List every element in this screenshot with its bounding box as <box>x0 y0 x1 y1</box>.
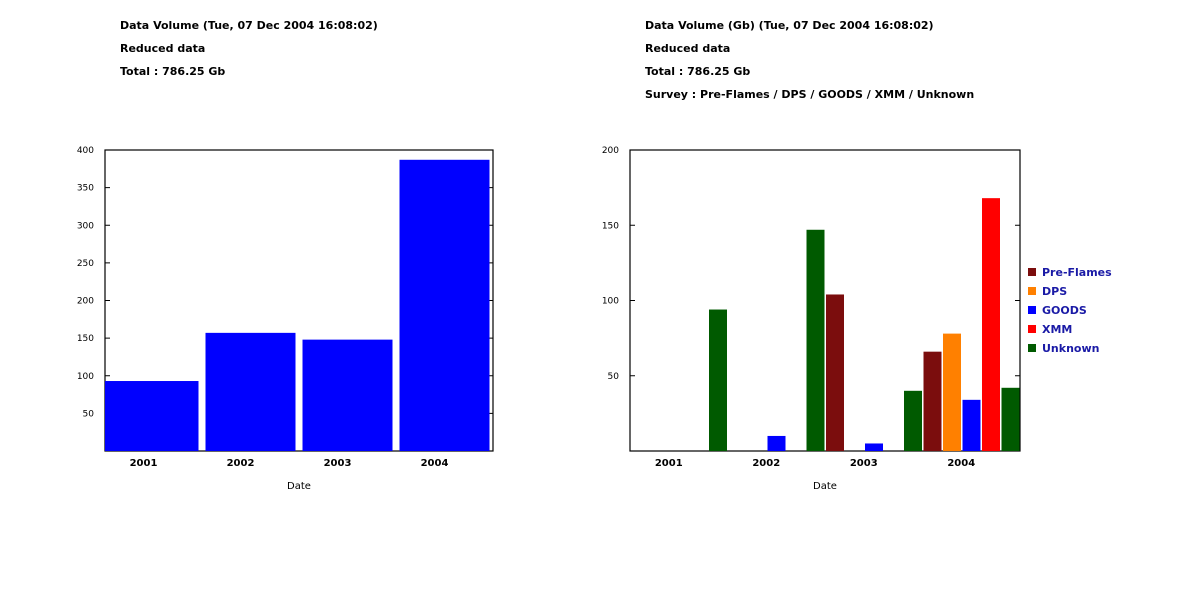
left-ytick-label: 200 <box>77 297 94 307</box>
right-x-axis-label: Date <box>813 481 837 492</box>
left-category-label: 2002 <box>227 458 255 469</box>
left-ytick-label: 300 <box>77 221 94 231</box>
legend-label: Unknown <box>1042 342 1099 355</box>
right-bar-pre-flames <box>923 351 942 451</box>
right-plot-frame <box>629 149 1021 452</box>
left-plot-frame <box>104 149 494 452</box>
right-ytick-label: 150 <box>602 221 619 231</box>
legend-label: GOODS <box>1042 304 1087 317</box>
left-ytick-label: 350 <box>77 184 94 194</box>
right-category-label: 2002 <box>752 458 780 469</box>
left-bar <box>205 332 296 451</box>
left-ytick-label: 150 <box>77 334 94 344</box>
legend-swatch <box>1028 325 1036 333</box>
left-ytick-label: 250 <box>77 259 94 269</box>
right-ytick-label: 50 <box>608 372 620 382</box>
left-bar <box>105 381 199 451</box>
right-ytick-label: 100 <box>602 297 619 307</box>
legend-swatch <box>1028 344 1036 352</box>
left-bar <box>399 159 490 451</box>
right-grouped-bar-chart: 50 100 150 200 2001 2002 2003 2004 Date Pre-Flame… <box>602 146 1112 492</box>
right-chart-total: Total : 786.25 Gb <box>645 65 751 78</box>
right-bar-pre-flames <box>826 294 844 451</box>
right-chart-subtitle: Reduced data <box>645 42 731 55</box>
left-bar <box>302 339 393 451</box>
right-bar-goods <box>865 443 883 451</box>
left-chart-title: Data Volume (Tue, 07 Dec 2004 16:08:02) <box>120 19 378 32</box>
left-category-label: 2004 <box>421 458 449 469</box>
left-chart-subtitle: Reduced data <box>120 42 206 55</box>
left-bar-chart: 50 100 150 200 250 300 350 400 2001 2002 2003 2004 D… <box>77 146 494 492</box>
left-ytick-label: 400 <box>77 146 94 156</box>
right-bar-goods <box>767 435 786 451</box>
right-bar-unknown <box>904 390 922 451</box>
left-ytick-label: 100 <box>77 372 94 382</box>
left-category-label: 2001 <box>130 458 158 469</box>
left-x-axis-label: Date <box>287 481 311 492</box>
right-chart-header: Data Volume (Gb) (Tue, 07 Dec 2004 16:08… <box>645 19 974 111</box>
right-bar-dps <box>943 333 961 451</box>
legend-swatch <box>1028 268 1036 276</box>
left-chart-header: Data Volume (Tue, 07 Dec 2004 16:08:02) … <box>120 19 378 88</box>
right-bar-unknown <box>1001 387 1020 451</box>
legend-label: DPS <box>1042 285 1067 298</box>
right-category-label: 2001 <box>655 458 683 469</box>
right-bar-goods <box>962 399 981 451</box>
legend-label: Pre-Flames <box>1042 266 1112 279</box>
right-bar-xmm <box>982 198 1000 451</box>
right-bar-unknown <box>709 309 727 451</box>
right-bar-unknown <box>806 229 825 451</box>
right-ytick-label: 200 <box>602 146 619 156</box>
legend-label: XMM <box>1042 323 1072 336</box>
legend-swatch <box>1028 306 1036 314</box>
left-category-label: 2003 <box>324 458 352 469</box>
legend-swatch <box>1028 287 1036 295</box>
right-category-label: 2003 <box>850 458 878 469</box>
left-ytick-label: 50 <box>83 409 95 419</box>
right-chart-survey: Survey : Pre-Flames / DPS / GOODS / XMM … <box>645 88 975 101</box>
right-chart-title: Data Volume (Gb) (Tue, 07 Dec 2004 16:08… <box>645 19 934 32</box>
right-category-label: 2004 <box>947 458 975 469</box>
left-chart-total: Total : 786.25 Gb <box>120 65 226 78</box>
